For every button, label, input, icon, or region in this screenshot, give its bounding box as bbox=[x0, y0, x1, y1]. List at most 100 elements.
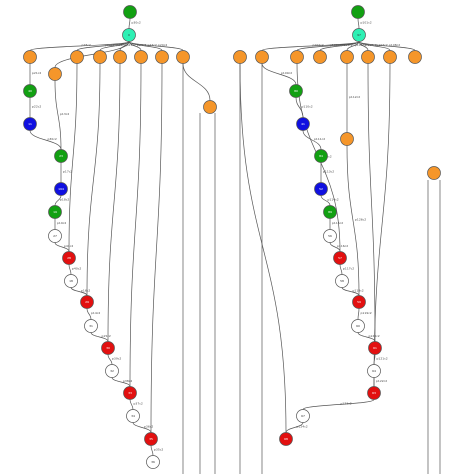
right-edge-label: p124c2 bbox=[297, 425, 308, 429]
left-node-blue bbox=[54, 182, 68, 196]
left-node-label: 27 bbox=[53, 234, 57, 238]
right-edge bbox=[302, 399, 375, 410]
left-node-label: 18 bbox=[69, 279, 73, 283]
left-node-orange bbox=[176, 50, 190, 64]
left-edge-label: p15c2 bbox=[102, 334, 111, 338]
left-node-label: 0 bbox=[128, 33, 130, 37]
right-edge-label: p102c2 bbox=[313, 43, 324, 47]
right-edge bbox=[357, 308, 360, 320]
right-edge-label: p101c2 bbox=[361, 21, 372, 25]
left-node-white bbox=[64, 274, 78, 288]
right-node-white bbox=[323, 229, 337, 243]
left-node-label: 19 bbox=[53, 210, 57, 214]
right-edge bbox=[239, 63, 287, 433]
right-node-orange bbox=[233, 50, 247, 64]
left-node-orange bbox=[203, 100, 217, 114]
right-node-label: 64 bbox=[372, 369, 376, 373]
left-node-label: 30 bbox=[106, 346, 110, 350]
right-edge-label: p120c2 bbox=[369, 334, 380, 338]
left-node-white bbox=[146, 455, 160, 469]
left-edge bbox=[129, 399, 134, 410]
right-edge-label: p104c2 bbox=[342, 43, 353, 47]
left-edge-label: p24c2 bbox=[137, 43, 146, 47]
left-edge-label: p28c2 bbox=[82, 43, 91, 47]
left-node-label: 29 bbox=[85, 300, 89, 304]
left-edge bbox=[150, 445, 154, 456]
right-node-orange bbox=[383, 50, 397, 64]
left-edge bbox=[54, 80, 62, 150]
left-node-white bbox=[84, 319, 98, 333]
left-node-cyan bbox=[122, 28, 136, 42]
left-edge-label: p18c2 bbox=[60, 198, 69, 202]
left-edge-label: p37c2 bbox=[134, 402, 143, 406]
right-node-label: 61 bbox=[373, 346, 377, 350]
left-node-label: 36 bbox=[151, 460, 155, 464]
left-node-red bbox=[101, 341, 115, 355]
left-edge bbox=[29, 130, 62, 150]
right-node-red bbox=[279, 432, 293, 446]
right-node-label: 52 bbox=[319, 187, 323, 191]
right-node-label: 89 bbox=[328, 210, 332, 214]
right-node-orange bbox=[255, 50, 269, 64]
right-node-green bbox=[351, 5, 365, 19]
left-node-red bbox=[62, 251, 76, 265]
left-edge-label: p30c2 bbox=[48, 137, 57, 141]
left-node-white bbox=[105, 364, 119, 378]
left-node-orange bbox=[93, 50, 107, 64]
right-node-label: 67 bbox=[301, 414, 305, 418]
left-node-label: 40 bbox=[28, 89, 32, 93]
left-edge-label: p13c2 bbox=[60, 112, 69, 116]
right-node-green bbox=[289, 84, 303, 98]
right-edge-label: p123c2 bbox=[341, 402, 352, 406]
right-edge bbox=[302, 130, 322, 150]
right-edge bbox=[346, 145, 360, 296]
right-edge bbox=[261, 63, 297, 85]
right-node-label: 97 bbox=[357, 33, 361, 37]
left-edge-label: p27c2 bbox=[148, 43, 157, 47]
right-node-label: 63 bbox=[372, 391, 376, 395]
left-node-label: 31 bbox=[89, 324, 93, 328]
left-edge bbox=[107, 63, 121, 342]
left-node-label: 11 bbox=[28, 122, 32, 126]
right-node-cyan bbox=[352, 28, 366, 42]
left-node-red bbox=[123, 386, 137, 400]
left-node-label: 23 bbox=[59, 154, 63, 158]
right-edge-label: p111c2 bbox=[314, 137, 325, 141]
left-node-orange bbox=[23, 50, 37, 64]
right-node-orange bbox=[290, 50, 304, 64]
left-node-green bbox=[123, 5, 137, 19]
left-node-blue bbox=[23, 117, 37, 131]
left-node-green bbox=[54, 149, 68, 163]
left-edge bbox=[107, 354, 113, 365]
right-edge-label: p106c2 bbox=[366, 43, 377, 47]
right-edge-label: p107c2 bbox=[377, 43, 388, 47]
right-node-red bbox=[368, 341, 382, 355]
right-node-blue bbox=[314, 182, 328, 196]
left-node-orange bbox=[48, 67, 62, 81]
left-edge-label: p14c2 bbox=[91, 311, 100, 315]
left-edge-label: p23c2 bbox=[127, 43, 136, 47]
right-node-white bbox=[351, 319, 365, 333]
right-node-orange bbox=[340, 132, 354, 146]
right-node-label: 80 bbox=[294, 89, 298, 93]
left-edge-label: p35c2 bbox=[154, 448, 163, 452]
left-node-label: 32 bbox=[110, 369, 114, 373]
left-edge bbox=[54, 41, 130, 68]
left-edge bbox=[54, 195, 62, 206]
left-edge-label: p21c2 bbox=[32, 71, 41, 75]
right-node-label: 58 bbox=[340, 279, 344, 283]
right-node-green bbox=[314, 149, 328, 163]
right-edge-label: p117c2 bbox=[343, 267, 354, 271]
left-node-label: 194 bbox=[58, 187, 64, 191]
left-node-white bbox=[126, 409, 140, 423]
right-node-green bbox=[323, 205, 337, 219]
left-edge-label: p19c2 bbox=[57, 221, 66, 225]
right-edge-label: p103c2 bbox=[330, 43, 341, 47]
right-node-label: 68 bbox=[284, 437, 288, 441]
left-edge bbox=[128, 18, 131, 29]
left-node-red bbox=[144, 432, 158, 446]
right-node-white bbox=[296, 409, 310, 423]
left-edge-label: p39c2 bbox=[112, 357, 121, 361]
right-edge-label: p121c2 bbox=[377, 357, 388, 361]
